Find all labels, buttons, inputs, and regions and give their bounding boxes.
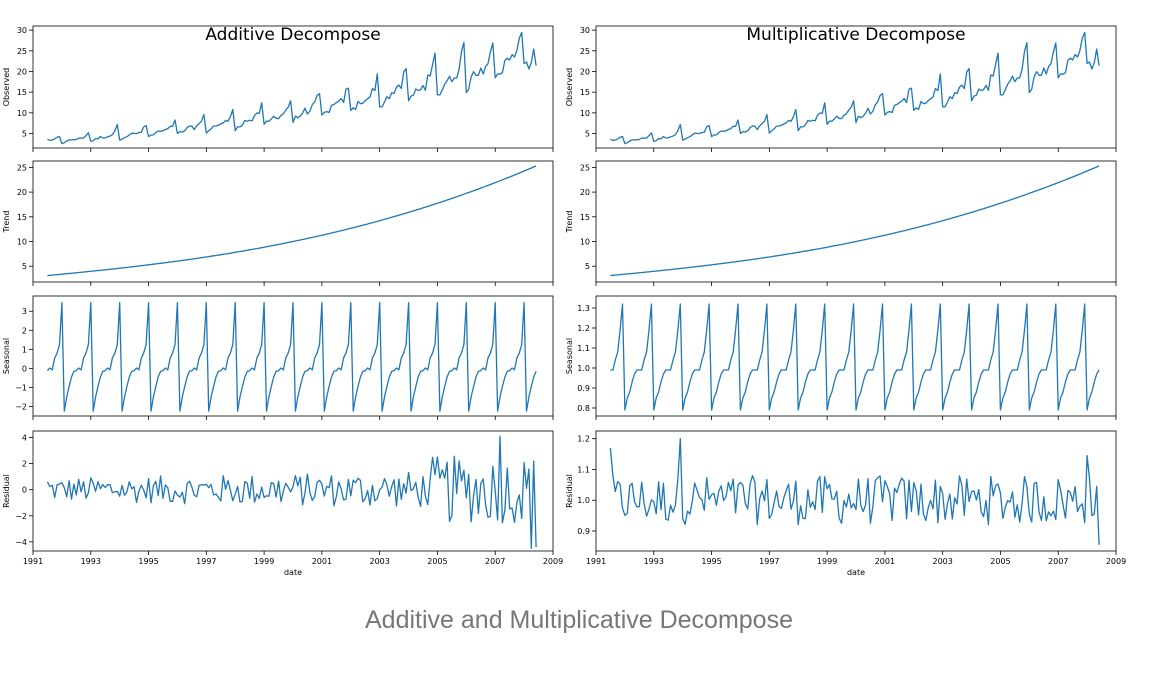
y-tick-label: 5 [585,262,590,271]
y-tick-label: −1 [15,383,27,392]
y-axis-label: Observed [2,68,11,107]
y-tick-label: 15 [17,88,27,97]
decomposition-figure: Additive Decompose51015202530Observed510… [2,25,1126,577]
y-tick-label: 30 [580,26,590,35]
y-axis-label: Seasonal [565,338,574,374]
figure-caption: Additive and Multiplicative Decompose [365,606,793,634]
y-axis-label: Residual [565,474,574,508]
y-tick-label: 2 [22,326,27,335]
y-tick-label: 2 [22,460,27,469]
y-tick-label: 0 [22,364,27,373]
y-axis-label: Seasonal [2,338,11,374]
series-line-observed [610,31,1100,145]
x-tick-label: 2005 [990,557,1010,566]
axes-frame [32,430,554,552]
x-tick-label: 1991 [23,557,43,566]
y-tick-label: 10 [17,238,27,247]
y-tick-label: 3 [22,307,27,316]
x-tick-label: 1999 [254,557,274,566]
y-tick-label: 1.3 [577,304,590,313]
y-tick-label: 10 [17,109,27,118]
y-axis-label: Trend [2,211,11,234]
y-tick-label: 10 [580,238,590,247]
axes-frame [595,295,1117,417]
x-tick-label: 1995 [701,557,721,566]
axes-frame [32,160,554,283]
series-line-seasonal [46,302,537,412]
axes-frame [32,295,554,417]
x-tick-label: 2005 [427,557,447,566]
x-tick-label: 1993 [644,557,664,566]
x-tick-label: 2003 [932,557,952,566]
y-tick-label: 1.1 [577,465,590,474]
x-tick-label: 2001 [875,557,895,566]
axes-frame [32,25,554,149]
y-tick-label: 25 [580,163,590,172]
x-axis-label: date [284,568,302,577]
series-line-trend [47,165,537,277]
y-axis-label: Trend [565,211,574,234]
y-tick-label: 25 [17,47,27,56]
x-tick-label: 2007 [485,557,505,566]
y-tick-label: 1.1 [577,344,590,353]
x-tick-label: 2009 [543,557,563,566]
y-tick-label: 5 [585,130,590,139]
y-tick-label: 0.9 [577,527,590,536]
y-tick-label: 0 [22,486,27,495]
axes-frame [595,160,1117,283]
y-tick-label: 1.2 [577,435,590,444]
y-tick-label: 15 [580,213,590,222]
y-tick-label: 20 [17,188,27,197]
y-tick-label: −2 [15,402,27,411]
series-line-residual [609,438,1100,545]
y-tick-label: 20 [580,188,590,197]
series-line-observed [47,31,537,145]
x-tick-label: 1995 [138,557,158,566]
series-line-trend [610,165,1100,277]
axes-frame [595,430,1117,552]
x-tick-label: 2009 [1106,557,1126,566]
x-tick-label: 1997 [196,557,216,566]
y-tick-label: 0.8 [577,404,590,413]
y-axis-label: Observed [565,68,574,107]
y-tick-label: 20 [580,67,590,76]
y-tick-label: 1.0 [577,364,590,373]
y-tick-label: 4 [22,434,27,443]
y-tick-label: 25 [580,47,590,56]
x-tick-label: 2007 [1048,557,1068,566]
y-tick-label: −2 [15,512,27,521]
x-tick-label: 1999 [817,557,837,566]
x-axis-label: date [847,568,865,577]
y-tick-label: 1 [22,345,27,354]
series-line-seasonal [610,303,1100,411]
chart-title: Additive Decompose [205,25,380,45]
y-tick-label: 1.2 [577,324,590,333]
x-tick-label: 2001 [312,557,332,566]
series-line-residual [46,435,537,550]
y-tick-label: 5 [22,130,27,139]
y-tick-label: 1.0 [577,496,590,505]
y-tick-label: 25 [17,163,27,172]
y-tick-label: 10 [580,109,590,118]
x-tick-label: 1997 [759,557,779,566]
x-tick-label: 1993 [81,557,101,566]
y-tick-label: 5 [22,262,27,271]
x-tick-label: 2003 [369,557,389,566]
y-tick-label: 20 [17,67,27,76]
y-tick-label: 15 [580,88,590,97]
y-tick-label: 30 [17,26,27,35]
y-tick-label: 15 [17,213,27,222]
y-tick-label: 0.9 [577,384,590,393]
x-tick-label: 1991 [586,557,606,566]
y-tick-label: −4 [15,538,27,547]
axes-frame [595,25,1117,149]
chart-title: Multiplicative Decompose [746,25,965,45]
y-axis-label: Residual [2,474,11,508]
